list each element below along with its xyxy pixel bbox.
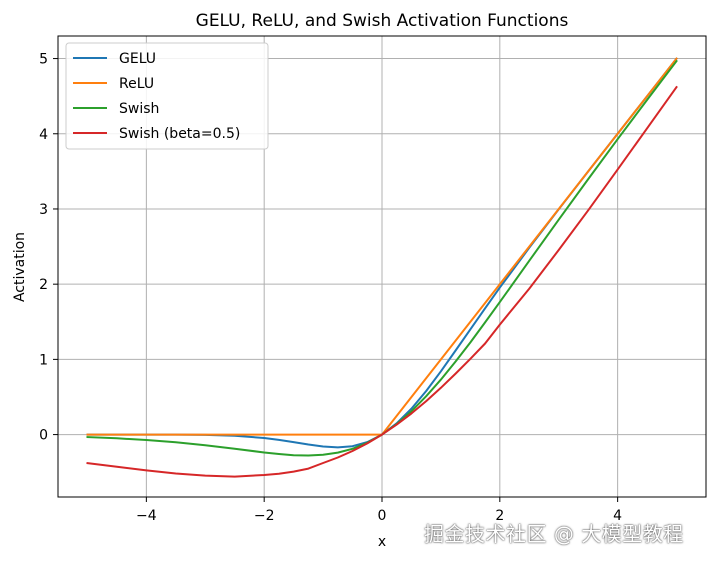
- legend-label-gelu: GELU: [119, 51, 156, 67]
- watermark-text: 掘金技术社区 @ 大模型教程: [424, 522, 684, 546]
- legend-box: [65, 42, 269, 150]
- chart-title: GELU, ReLU, and Swish Activation Functio…: [196, 11, 569, 31]
- legend-label-relu: ReLU: [119, 76, 154, 92]
- y-tick-label: 4: [39, 127, 48, 143]
- grid-lines: [58, 36, 706, 497]
- x-tick-label: 2: [495, 508, 504, 524]
- legend-label-swish: Swish: [119, 101, 159, 117]
- y-axis-ticks: 0 1 2 3 4 5: [39, 52, 58, 444]
- y-axis-label: Activation: [12, 232, 28, 302]
- x-axis-ticks: −4 −2 0 2 4: [136, 497, 622, 524]
- legend: GELU ReLU Swish Swish (beta=0.5): [65, 42, 269, 150]
- x-tick-label: −2: [254, 508, 275, 524]
- y-tick-label: 5: [39, 52, 48, 68]
- y-tick-label: 1: [39, 352, 48, 368]
- x-tick-label: −4: [136, 508, 157, 524]
- y-tick-label: 2: [39, 277, 48, 293]
- series-layer: [86, 57, 678, 478]
- legend-label-swish-beta-0-5: Swish (beta=0.5): [119, 126, 240, 142]
- x-axis-label: x: [378, 534, 386, 550]
- series-line-swish-beta-0-5: [86, 85, 678, 478]
- y-tick-label: 3: [39, 202, 48, 218]
- x-tick-label: 0: [378, 508, 387, 524]
- x-tick-label: 4: [613, 508, 622, 524]
- y-tick-label: 0: [39, 428, 48, 444]
